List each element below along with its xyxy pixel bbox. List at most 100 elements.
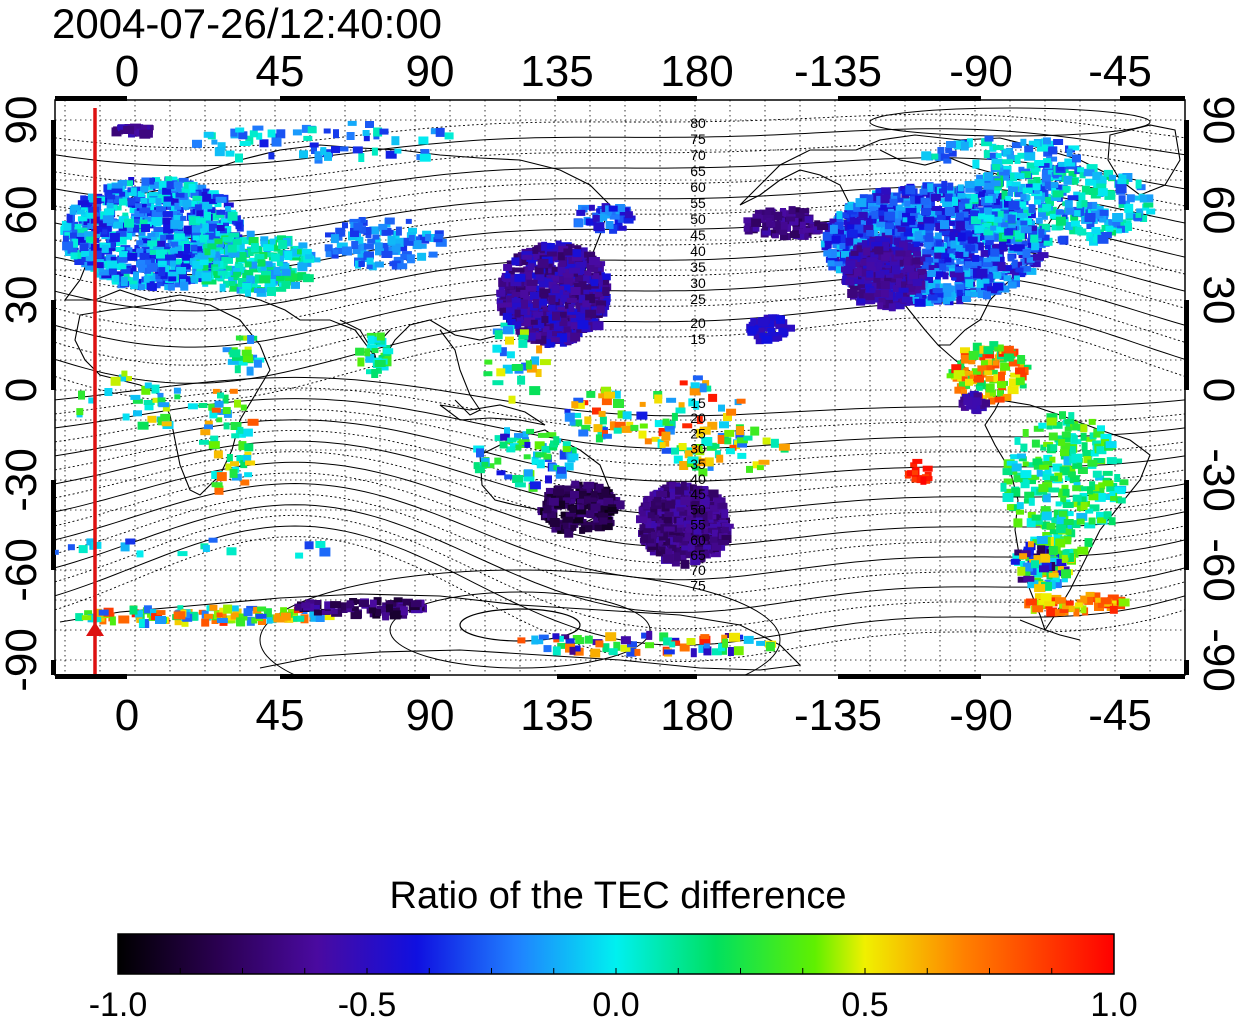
tec-cell	[1049, 529, 1061, 535]
tec-cell	[936, 214, 946, 220]
tec-cell	[74, 258, 85, 265]
tec-cell	[520, 289, 529, 298]
tec-cell	[1048, 146, 1058, 155]
tec-cell	[987, 286, 997, 294]
tec-cell	[353, 222, 363, 231]
tec-cell	[1124, 223, 1132, 231]
tec-cell	[921, 262, 929, 271]
contour-line	[55, 398, 1185, 450]
tec-cell	[596, 496, 607, 506]
tec-cell	[560, 291, 570, 297]
tec-cell	[532, 246, 539, 254]
tec-cell	[81, 251, 90, 258]
tec-cell	[992, 271, 1002, 279]
tec-cell	[865, 194, 874, 203]
tec-cell	[1074, 602, 1083, 608]
tec-cell	[1076, 518, 1085, 525]
tec-cell	[1086, 222, 1095, 229]
tec-cell	[847, 224, 855, 230]
tec-cell	[532, 299, 539, 309]
tec-cell	[954, 266, 963, 273]
tec-cell	[180, 188, 190, 197]
tec-cell	[1063, 175, 1073, 185]
tec-cell	[1029, 555, 1041, 565]
tec-cell	[905, 234, 915, 240]
tec-cell	[523, 295, 534, 301]
tec-cell	[291, 273, 301, 282]
tec-cell	[883, 265, 891, 270]
tec-cell	[563, 276, 573, 286]
tec-cell	[985, 186, 994, 196]
tec-cell	[822, 231, 833, 241]
tec-cell	[1039, 464, 1050, 470]
tec-cell	[1118, 174, 1127, 181]
tec-cell	[1097, 234, 1109, 244]
tec-cell	[644, 520, 651, 530]
tec-cell	[187, 253, 198, 262]
tec-cell	[1041, 224, 1050, 231]
tec-cell	[1032, 261, 1041, 268]
tec-cell	[655, 549, 662, 557]
tec-cell	[1031, 241, 1040, 250]
tec-cell	[615, 204, 626, 212]
tec-cell	[1108, 219, 1115, 226]
tec-cell	[986, 152, 998, 160]
tec-cell	[1064, 426, 1072, 432]
tec-cell	[395, 226, 402, 236]
tec-cell	[927, 294, 938, 301]
tec-cell	[524, 317, 535, 326]
contour-loop	[259, 569, 781, 675]
tec-cell	[799, 221, 806, 229]
tec-cell	[779, 228, 788, 235]
tec-cell	[136, 248, 144, 258]
tec-cell	[649, 548, 660, 556]
tec-cell	[506, 318, 516, 328]
tec-cell	[1080, 432, 1087, 441]
tec-cell	[956, 289, 963, 296]
tec-cell	[942, 272, 949, 280]
tec-cell	[130, 268, 137, 275]
tec-cell	[1030, 566, 1037, 575]
tec-cell	[576, 289, 586, 295]
tec-cell	[1027, 580, 1039, 589]
tec-cell	[617, 213, 627, 223]
tec-cell	[984, 370, 993, 376]
tec-cell	[1036, 536, 1048, 544]
top-tick-bar	[55, 96, 127, 101]
tec-cell	[133, 271, 139, 281]
tec-cell	[970, 194, 978, 202]
tec-cell	[585, 218, 596, 226]
tec-cell	[907, 278, 917, 286]
tec-cell	[831, 235, 841, 244]
tec-cell	[429, 234, 436, 242]
tec-cell	[1062, 549, 1070, 558]
tec-cell	[922, 191, 934, 197]
tec-cell	[550, 337, 560, 343]
tec-cell	[562, 516, 574, 523]
tec-cell	[752, 213, 762, 219]
tec-cell	[563, 326, 572, 333]
tec-cell	[650, 521, 662, 530]
tec-cell	[1022, 562, 1033, 572]
tec-cell	[118, 260, 125, 268]
tec-cell	[363, 243, 374, 250]
tec-cell	[1062, 604, 1073, 610]
tec-cell	[422, 230, 432, 237]
tec-cell	[758, 327, 765, 333]
tec-cell	[1103, 511, 1112, 520]
tec-cell	[503, 275, 515, 283]
tec-cell	[1125, 212, 1136, 219]
tec-cell	[384, 217, 395, 225]
tec-cell	[1026, 162, 1035, 169]
tec-cell	[577, 498, 584, 504]
tec-cell	[1115, 184, 1127, 194]
tec-cell	[965, 183, 977, 193]
tec-cell	[1006, 191, 1013, 197]
tec-cell	[872, 295, 880, 303]
tec-cell	[1119, 479, 1129, 486]
tec-cell	[187, 200, 198, 207]
tec-cell	[924, 222, 935, 231]
tec-cell	[1052, 421, 1063, 429]
tec-cell	[113, 274, 120, 282]
tec-cell	[1050, 444, 1058, 452]
